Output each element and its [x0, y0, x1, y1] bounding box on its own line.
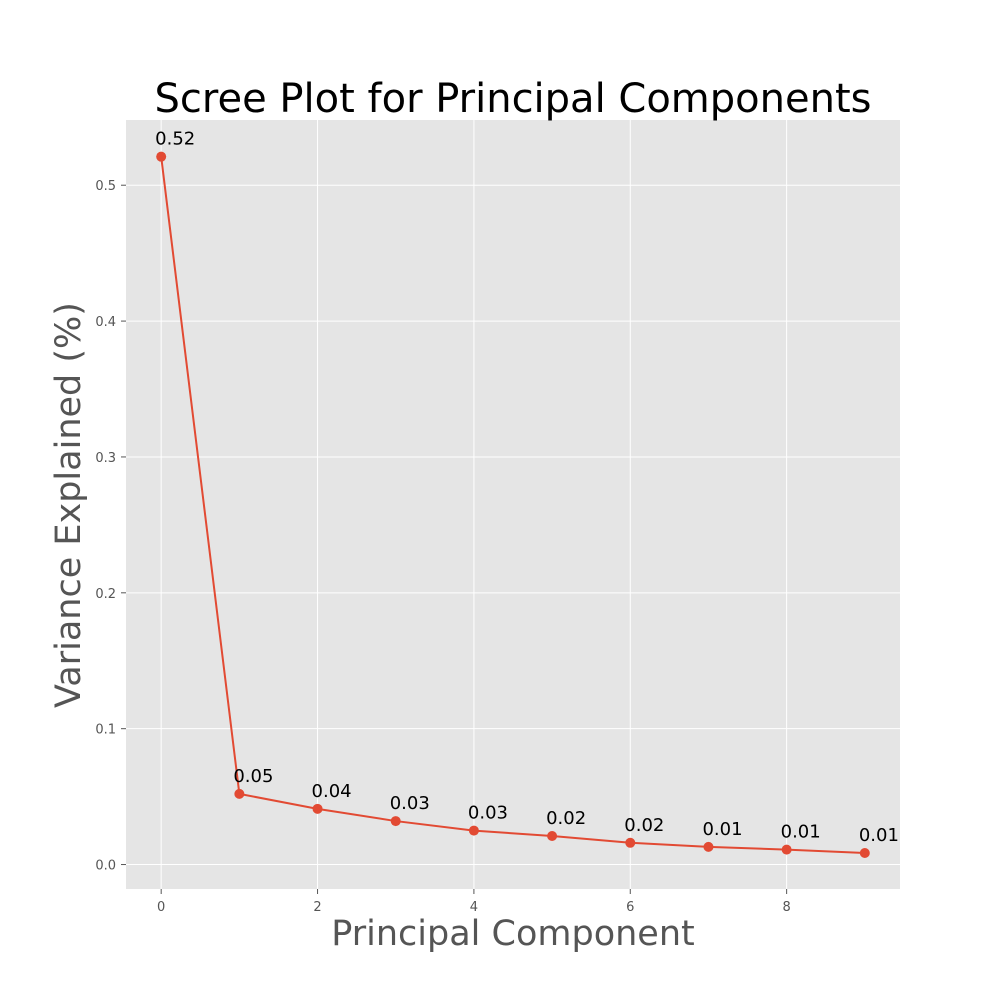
y-tick-label: 0.0: [95, 859, 116, 874]
y-axis-label: Variance Explained (%): [49, 302, 89, 708]
data-labels: 0.52 0.05 0.04 0.03 0.03 0.02 0.02 0.01 0.01 0.01: [155, 129, 899, 846]
data-point: [390, 816, 401, 827]
data-label: 0.02: [624, 815, 664, 836]
chart-title: Scree Plot for Principal Components: [155, 76, 872, 122]
series-line: [160, 156, 865, 854]
y-tick-label: 0.4: [95, 315, 116, 330]
y-tick-label: 0.2: [95, 587, 116, 602]
data-label: 0.01: [781, 822, 821, 843]
data-point: [234, 788, 245, 799]
data-point: [547, 831, 558, 842]
x-tick-label: 0: [157, 900, 165, 915]
y-tick-label: 0.1: [95, 723, 116, 738]
data-point: [156, 151, 167, 162]
data-label: 0.01: [702, 819, 742, 840]
y-tick-label: 0.3: [95, 451, 116, 466]
data-point: [859, 847, 870, 858]
data-label: 0.03: [468, 803, 508, 824]
data-label: 0.04: [312, 781, 352, 802]
x-tick-label: 2: [313, 900, 321, 915]
data-label: 0.52: [155, 129, 195, 150]
x-tick-label: 6: [626, 900, 634, 915]
y-tick-label: 0.5: [95, 179, 116, 194]
data-label: 0.05: [233, 766, 273, 787]
axis-ticks: 0 2 4 6 8 0.0 0.1 0.2 0.3 0.4 0.5: [95, 179, 790, 915]
data-label: 0.02: [546, 808, 586, 829]
x-axis-label: Principal Component: [331, 914, 694, 954]
x-tick-label: 4: [470, 900, 478, 915]
data-point: [468, 825, 479, 836]
data-label: 0.01: [859, 825, 899, 846]
data-label: 0.03: [390, 793, 430, 814]
x-tick-label: 8: [782, 900, 790, 915]
grid-lines: [126, 120, 900, 889]
data-point: [703, 841, 714, 852]
data-series: [156, 151, 870, 858]
data-point: [312, 803, 323, 814]
data-point: [781, 844, 792, 855]
plot-area: [126, 120, 900, 889]
data-point: [625, 837, 636, 848]
